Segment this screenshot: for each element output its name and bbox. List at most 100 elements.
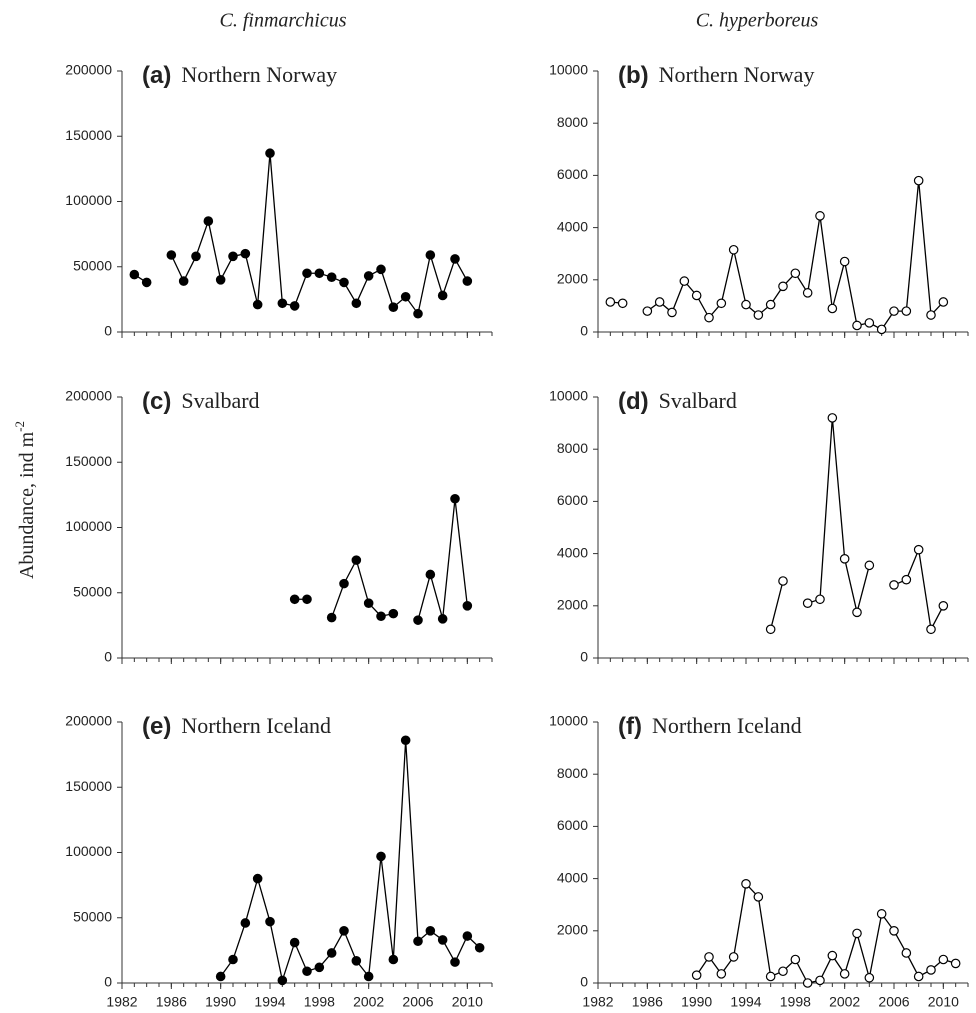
- data-point: [716, 298, 727, 309]
- data-point: [815, 594, 825, 605]
- data-point: [827, 950, 838, 961]
- panel-title: Northern Iceland: [652, 713, 802, 738]
- y-tick-label: 0: [580, 649, 588, 665]
- x-tick-label: 1982: [582, 994, 613, 1010]
- panel-heading: (b) Northern Norway: [618, 62, 814, 89]
- data-point: [178, 276, 189, 286]
- x-tick-label: 1990: [205, 994, 236, 1010]
- data-point: [413, 936, 423, 947]
- y-tick-label: 8000: [557, 440, 588, 456]
- data-point: [462, 276, 473, 286]
- data-point: [462, 931, 473, 941]
- data-point: [351, 956, 362, 966]
- data-point: [827, 303, 838, 314]
- panel-label: (a): [142, 62, 171, 89]
- data-point: [716, 969, 727, 979]
- data-point: [302, 594, 312, 605]
- data-point: [400, 735, 411, 746]
- data-point: [240, 918, 251, 928]
- data-point: [363, 271, 374, 281]
- y-tick-label: 2000: [557, 271, 588, 287]
- data-point: [815, 975, 825, 986]
- y-tick-label: 200000: [65, 388, 112, 404]
- series-line: [220, 740, 481, 983]
- data-point: [450, 957, 460, 967]
- series-line: [133, 153, 468, 316]
- data-point: [852, 928, 862, 939]
- x-tick-label: 2006: [402, 994, 433, 1010]
- y-tick-label: 100000: [65, 518, 112, 534]
- y-tick-label: 0: [580, 323, 588, 339]
- y-axis-label-text: Abundance, ind m: [16, 431, 38, 579]
- data-point: [302, 966, 312, 977]
- data-point: [876, 324, 887, 335]
- data-point: [215, 971, 226, 982]
- data-point: [326, 612, 337, 623]
- data-point: [753, 892, 764, 902]
- data-point: [679, 276, 690, 286]
- series-line: [294, 498, 468, 621]
- data-point: [864, 972, 875, 983]
- data-point: [802, 978, 813, 988]
- panel-label: (c): [142, 388, 171, 415]
- data-point: [277, 298, 288, 309]
- y-tick-label: 10000: [549, 713, 588, 729]
- data-point: [827, 413, 838, 423]
- data-point: [302, 268, 312, 279]
- y-tick-label: 10000: [549, 388, 588, 404]
- data-point: [400, 291, 411, 302]
- data-point: [166, 250, 177, 260]
- y-tick-label: 10000: [549, 62, 588, 78]
- data-point: [289, 594, 300, 605]
- data-point: [790, 954, 801, 965]
- data-point: [642, 306, 653, 316]
- data-point: [289, 301, 300, 311]
- data-point: [326, 272, 337, 282]
- series-line: [696, 882, 956, 984]
- x-tick-label: 2002: [353, 994, 384, 1010]
- data-point: [901, 948, 912, 958]
- data-point: [265, 148, 275, 159]
- data-point: [425, 569, 436, 580]
- data-point: [913, 971, 924, 982]
- data-point: [215, 274, 226, 285]
- data-point: [704, 952, 714, 962]
- data-point: [363, 598, 374, 608]
- panel-title: Northern Norway: [659, 62, 815, 87]
- panel-title: Svalbard: [181, 388, 259, 413]
- data-point: [425, 250, 436, 260]
- data-point: [339, 277, 349, 288]
- data-point: [938, 600, 949, 611]
- column-title: C. finmarchicus: [219, 10, 346, 32]
- x-tick-label: 1994: [254, 994, 285, 1010]
- data-point: [839, 554, 850, 564]
- data-point: [351, 555, 362, 565]
- y-tick-label: 0: [104, 323, 112, 339]
- panel-heading: (a) Northern Norway: [142, 62, 337, 89]
- data-point: [265, 916, 275, 927]
- y-tick-label: 2000: [557, 597, 588, 613]
- x-tick-label: 1986: [156, 994, 187, 1010]
- panel-heading: (f) Northern Iceland: [618, 713, 802, 740]
- data-point: [765, 624, 776, 635]
- data-point: [728, 244, 739, 255]
- data-point: [437, 614, 448, 624]
- data-point: [339, 925, 349, 936]
- data-point: [876, 909, 887, 919]
- x-tick-label: 2010: [452, 994, 483, 1010]
- data-point: [938, 297, 949, 307]
- y-tick-label: 50000: [73, 908, 112, 924]
- data-point: [778, 576, 788, 586]
- data-point: [852, 607, 862, 618]
- data-point: [926, 965, 936, 975]
- x-tick-label: 1998: [304, 994, 335, 1010]
- data-point: [802, 288, 813, 298]
- y-tick-label: 4000: [557, 218, 588, 234]
- data-point: [228, 251, 238, 262]
- x-tick-label: 2006: [878, 994, 909, 1010]
- panel-heading: (c) Svalbard: [142, 388, 260, 415]
- data-point: [667, 307, 677, 318]
- y-tick-label: 50000: [73, 583, 112, 599]
- y-tick-label: 50000: [73, 257, 112, 273]
